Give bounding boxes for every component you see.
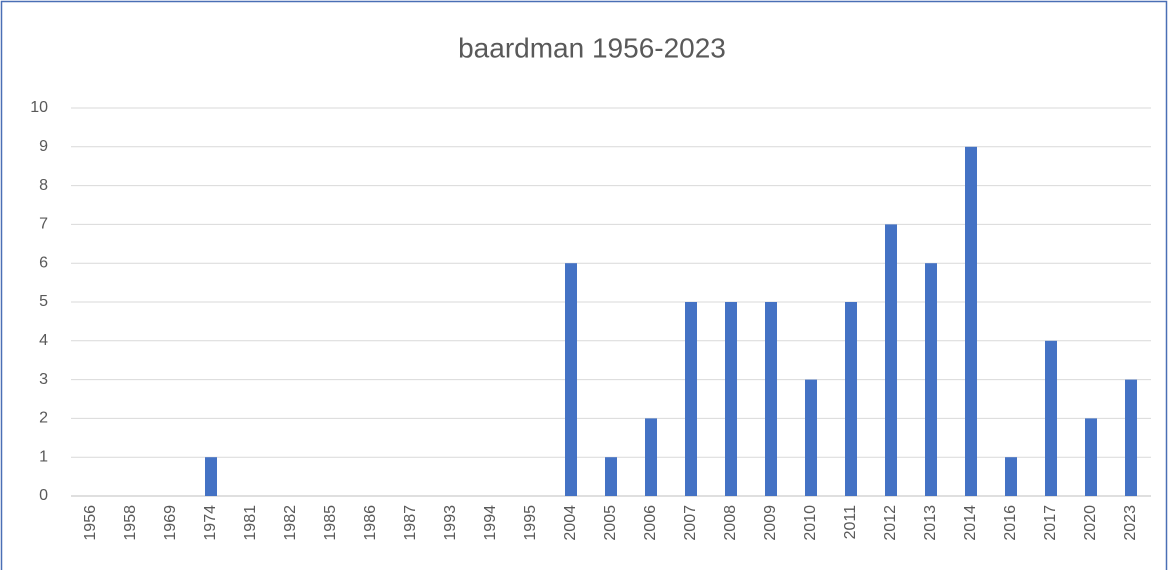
- bar: [765, 302, 777, 496]
- y-tick-label: 1: [39, 448, 48, 465]
- bar: [205, 457, 217, 496]
- y-tick-label: 6: [39, 254, 48, 271]
- y-tick-label: 4: [39, 332, 48, 349]
- bar: [605, 457, 617, 496]
- chart-title: baardman 1956-2023: [458, 32, 726, 63]
- y-tick-label: 5: [39, 293, 48, 310]
- y-tick-label: 2: [39, 410, 48, 427]
- x-tick-label: 2011: [842, 505, 859, 540]
- x-tick-label: 2016: [1002, 505, 1019, 541]
- x-tick-label: 2006: [642, 505, 659, 541]
- bar: [1125, 379, 1137, 496]
- x-tick-label: 1981: [242, 505, 259, 541]
- x-tick-label: 1956: [82, 505, 99, 541]
- bar: [925, 263, 937, 496]
- x-tick-label: 2010: [802, 505, 819, 541]
- y-tick-label: 3: [39, 371, 48, 388]
- bar: [565, 263, 577, 496]
- x-tick-label: 2004: [562, 505, 579, 541]
- x-tick-label: 2017: [1042, 505, 1059, 541]
- y-tick-label: 7: [39, 216, 48, 233]
- bar: [885, 224, 897, 496]
- x-tick-label: 1993: [442, 505, 459, 541]
- bar: [965, 146, 977, 497]
- y-tick-label: 0: [39, 487, 48, 504]
- x-tick-label: 1987: [402, 505, 419, 541]
- x-tick-label: 2005: [602, 505, 619, 541]
- x-tick-label: 2014: [962, 505, 979, 541]
- y-tick-label: 10: [30, 99, 48, 116]
- x-tick-label: 1974: [202, 505, 219, 541]
- x-tick-label: 2012: [882, 505, 899, 541]
- x-tick-label: 2009: [762, 505, 779, 541]
- y-tick-label: 8: [39, 177, 48, 194]
- bar: [1085, 418, 1097, 496]
- x-tick-label: 2020: [1082, 505, 1099, 541]
- bar: [645, 418, 657, 496]
- x-tick-label: 1986: [362, 505, 379, 541]
- y-tick-label: 9: [39, 138, 48, 155]
- bar: [845, 302, 857, 496]
- x-tick-label: 2023: [1122, 505, 1139, 541]
- x-tick-label: 1994: [482, 505, 499, 541]
- x-tick-label: 2007: [682, 505, 699, 541]
- bar: [1005, 457, 1017, 496]
- bar: [725, 302, 737, 496]
- x-tick-label: 2013: [922, 505, 939, 541]
- x-tick-label: 1982: [282, 505, 299, 541]
- x-tick-label: 1985: [322, 505, 339, 541]
- bar: [805, 379, 817, 496]
- bar: [685, 302, 697, 496]
- x-tick-label: 1969: [162, 505, 179, 541]
- x-tick-label: 1958: [122, 505, 139, 541]
- x-tick-label: 2008: [722, 505, 739, 541]
- bar: [1045, 340, 1057, 496]
- x-tick-label: 1995: [522, 505, 539, 541]
